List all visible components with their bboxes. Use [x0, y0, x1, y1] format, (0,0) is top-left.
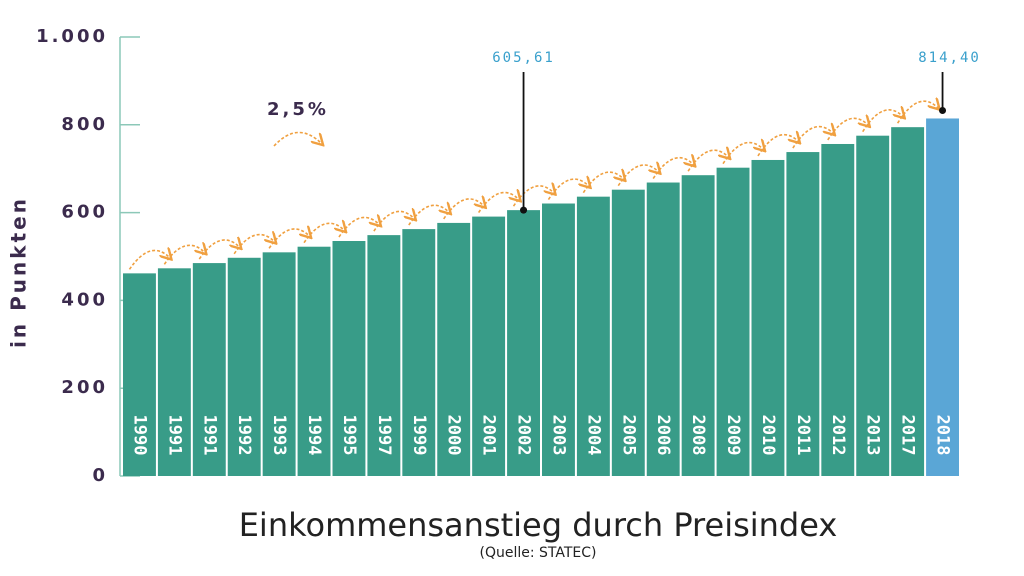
bar: [227, 257, 261, 476]
growth-arrow: [792, 127, 834, 149]
bar: [542, 203, 575, 476]
x-tick-label: 1995: [339, 415, 359, 456]
x-tick-label: 2002: [514, 415, 534, 456]
x-tick-label: 1991: [164, 415, 184, 456]
y-axis-label: in Punkten: [7, 196, 31, 348]
bar: [821, 143, 855, 476]
growth-arrow: [268, 229, 310, 249]
x-tick-label: 1992: [234, 415, 254, 456]
growth-arrow: [128, 250, 170, 270]
x-tick-label: 1999: [409, 415, 429, 456]
growth-arrow: [408, 205, 450, 226]
growth-arrow: [338, 217, 380, 238]
x-tick-label: 1994: [304, 415, 324, 456]
growth-arrow: [827, 118, 869, 141]
x-tick-label: 2018: [933, 415, 953, 456]
bar: [716, 167, 750, 476]
x-tick-label: 2005: [618, 415, 638, 456]
growth-arrow: [722, 143, 764, 165]
y-tick-label: 1.000: [36, 26, 108, 47]
callout-dot: [939, 106, 947, 114]
x-tick-label: 2012: [828, 415, 848, 456]
bar: [576, 196, 610, 476]
callout-dot: [520, 206, 528, 214]
y-tick-label: 400: [61, 289, 108, 310]
growth-arrow: [687, 150, 729, 172]
x-tick-label: 1990: [129, 415, 149, 456]
value-label: 605,61: [492, 50, 555, 66]
growth-arrow: [443, 199, 485, 220]
x-tick-label: 1991: [199, 415, 219, 456]
y-tick-label: 600: [61, 202, 108, 223]
x-tick-label: 2003: [548, 415, 568, 456]
growth-arrow: [862, 110, 904, 133]
x-tick-label: 2001: [479, 415, 499, 456]
growth-arrow: [303, 223, 345, 244]
bar: [262, 252, 296, 476]
chart-title: Einkommensanstieg durch Preisindex: [239, 506, 838, 544]
bar: [507, 210, 540, 476]
growth-arrow: [477, 193, 520, 214]
growth-arrow: [373, 211, 415, 232]
bar: [646, 182, 680, 476]
y-tick-label: 0: [92, 465, 108, 486]
bar: [332, 241, 366, 476]
x-tick-label: 2006: [653, 415, 673, 456]
x-tick-label: 1993: [269, 415, 289, 456]
y-tick-label: 800: [61, 114, 108, 135]
bar: [402, 229, 436, 476]
growth-arrow: [512, 186, 555, 207]
bar: [437, 222, 471, 476]
annotation-arrow: [273, 131, 322, 146]
x-tick-label: 2011: [793, 415, 813, 456]
bar: [367, 235, 401, 476]
x-tick-label: 2000: [444, 415, 464, 456]
bar: [472, 216, 506, 476]
bar: [891, 127, 925, 477]
bar: [123, 273, 156, 476]
bar: [157, 268, 191, 476]
y-tick-label: 200: [61, 377, 108, 398]
bar: [297, 246, 331, 476]
growth-arrow: [198, 240, 240, 260]
bar: [926, 118, 959, 477]
x-tick-label: 2010: [758, 415, 778, 456]
bar: [856, 135, 890, 476]
bar: [751, 159, 785, 476]
growth-arrow: [757, 135, 799, 157]
x-tick-label: 1997: [374, 415, 394, 456]
bar: [192, 263, 226, 476]
bar: [786, 152, 820, 477]
x-tick-label: 2004: [583, 415, 603, 456]
growth-arrow: [163, 245, 205, 265]
bar: [611, 189, 645, 476]
chart-subtitle: (Quelle: STATEC): [479, 545, 596, 561]
growth-arrow: [652, 158, 694, 179]
x-tick-label: 2008: [688, 415, 708, 456]
growth-arrow: [547, 179, 589, 200]
x-tick-label: 2009: [723, 415, 743, 456]
growth-arrow: [233, 235, 275, 255]
growth-arrow: [617, 165, 659, 187]
x-tick-label: 2017: [898, 415, 918, 456]
x-tick-label: 2013: [863, 415, 883, 456]
growth-arrow: [896, 101, 939, 124]
bar: [681, 175, 715, 476]
growth-arrow: [582, 172, 624, 194]
value-label: 814,40: [918, 50, 981, 66]
annotation: 2,5%: [267, 99, 329, 120]
